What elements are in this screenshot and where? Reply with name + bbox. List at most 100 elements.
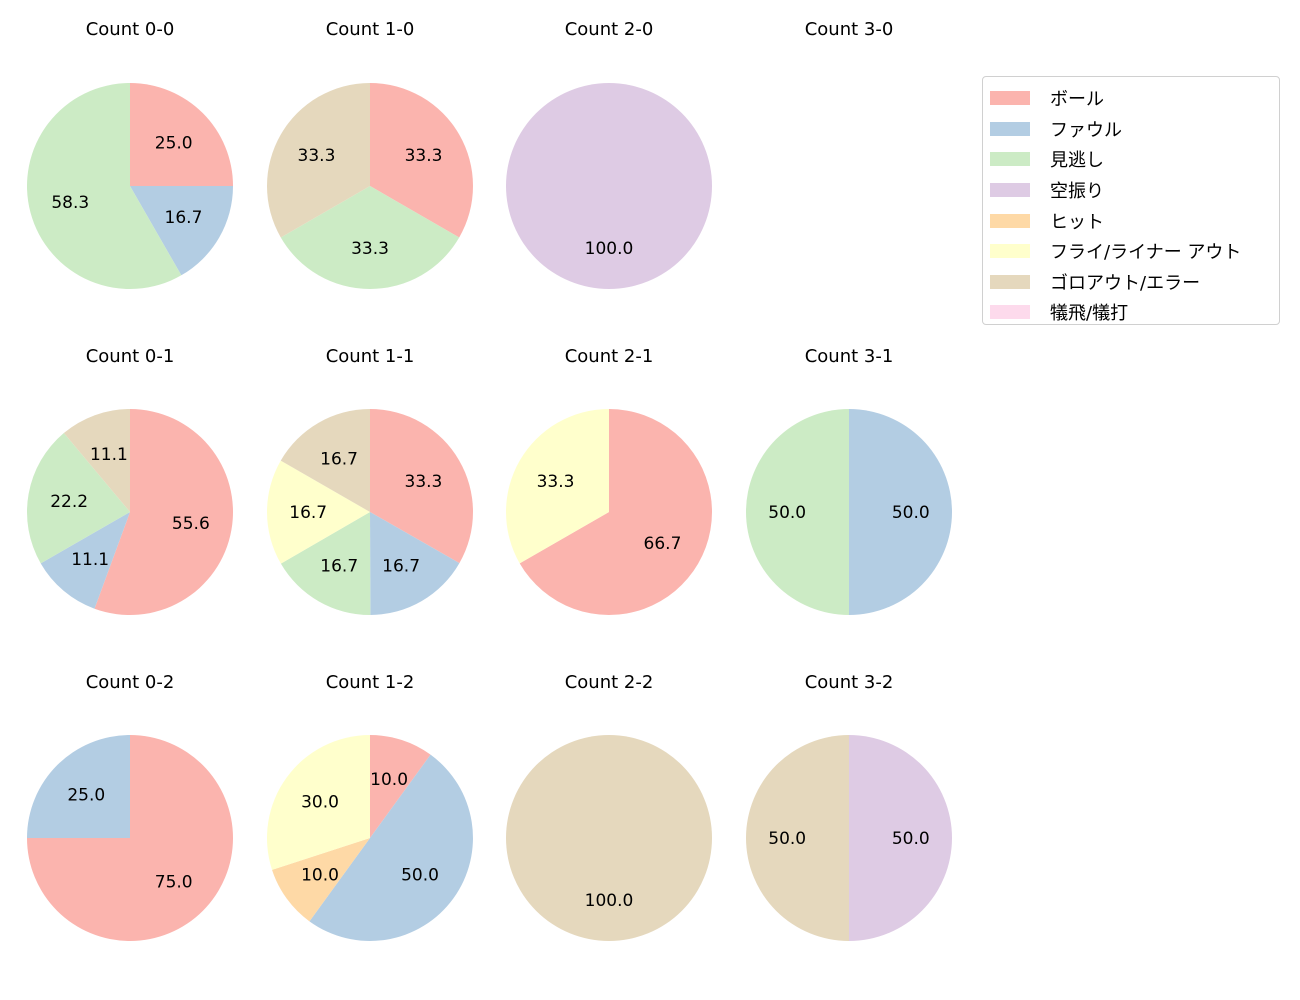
pie-count-1-2: Count 1-2 10.0 50.0 10.0 30.0	[266, 672, 473, 941]
legend-label: ボール	[1050, 89, 1104, 111]
pie-slice-2	[280, 186, 460, 290]
slice-label: 25.0	[155, 133, 193, 153]
legend-label: 犠飛/犠打	[1050, 303, 1129, 325]
pie-slice-2	[26, 433, 130, 564]
slice-label: 100.0	[585, 239, 634, 259]
legend-item: 犠飛/犠打	[990, 297, 1279, 328]
pie-title: Count 0-0	[86, 19, 175, 40]
pie-title: Count 1-1	[326, 346, 415, 367]
legend-swatch	[990, 244, 1030, 259]
pie-title: Count 1-0	[326, 19, 415, 40]
pie-slice-0	[370, 409, 473, 564]
pie-count-2-0: Count 2-0 100.0	[506, 19, 712, 289]
legend-item: フライ/ライナー アウト	[990, 236, 1279, 267]
slice-label: 33.3	[537, 472, 575, 492]
pie-slice-6	[506, 735, 712, 941]
pie-slice-5	[266, 460, 370, 564]
legend-item: ボール	[990, 83, 1279, 114]
pie-slice-3	[506, 83, 712, 289]
slice-label: 16.7	[165, 208, 203, 228]
pie-slice-1	[40, 512, 130, 609]
pie-title: Count 3-0	[805, 19, 894, 40]
legend-swatch	[990, 183, 1030, 198]
slice-label: 10.0	[301, 865, 339, 885]
pie-slice-5	[266, 735, 370, 870]
pie-count-0-1: Count 0-1 55.6 11.1 22.2 11.1	[26, 346, 234, 615]
pie-title: Count 2-0	[565, 19, 654, 40]
pie-slice-4	[272, 838, 370, 922]
pie-slice-0	[370, 735, 431, 838]
pie-slice-1	[309, 754, 473, 941]
legend-swatch	[990, 274, 1030, 289]
pie-title: Count 1-2	[326, 672, 415, 693]
pie-slice-0	[94, 409, 234, 615]
pie-count-3-1: Count 3-1 50.0 50.0	[746, 346, 952, 615]
slice-label: 16.7	[320, 557, 358, 577]
slice-label: 16.7	[320, 449, 358, 469]
slice-label: 50.0	[892, 829, 930, 849]
pie-title: Count 3-1	[805, 346, 894, 367]
slice-label: 55.6	[172, 514, 210, 534]
pie-slice-0	[370, 83, 473, 238]
slice-label: 66.7	[644, 534, 682, 554]
legend-label: フライ/ライナー アウト	[1050, 242, 1242, 264]
pie-slice-5	[506, 409, 609, 564]
legend-swatch	[990, 152, 1030, 167]
legend-label: 見逃し	[1050, 150, 1104, 172]
pie-count-3-0: Count 3-0	[805, 19, 894, 40]
pie-slice-3	[849, 735, 952, 941]
pie-slice-2	[746, 409, 849, 615]
slice-label: 25.0	[67, 785, 105, 805]
pie-slice-0	[519, 409, 712, 615]
legend-swatch	[990, 91, 1030, 106]
legend-item: 空振り	[990, 175, 1279, 206]
legend-label: 空振り	[1050, 181, 1104, 203]
slice-label: 50.0	[892, 503, 930, 523]
slice-label: 50.0	[401, 865, 439, 885]
slice-label: 16.7	[289, 503, 327, 523]
slice-label: 11.1	[71, 550, 109, 570]
legend-label: ゴロアウト/エラー	[1050, 272, 1201, 294]
slice-label: 58.3	[51, 193, 89, 213]
slice-label: 16.7	[382, 556, 420, 576]
slice-label: 50.0	[768, 503, 806, 523]
legend: ボールファウル見逃し空振りヒットフライ/ライナー アウト ゴロアウト/エラー 犠飛/…	[982, 76, 1280, 325]
pie-count-0-0: Count 0-0 25.0 16.7 58.3	[27, 19, 233, 289]
legend-label: ヒット	[1050, 211, 1104, 233]
legend-item: ゴロアウト/エラー	[990, 267, 1279, 298]
slice-label: 22.2	[50, 492, 88, 512]
pie-slice-6	[63, 409, 130, 512]
legend-item: ファウル	[990, 114, 1279, 145]
pie-title: Count 2-1	[565, 346, 654, 367]
pie-slice-1	[27, 735, 130, 838]
slice-label: 100.0	[585, 891, 634, 911]
slice-label: 50.0	[768, 829, 806, 849]
pie-slice-1	[370, 512, 460, 615]
slice-label: 33.3	[351, 239, 389, 259]
pie-count-1-0: Count 1-0 33.3 33.3 33.3	[266, 19, 473, 290]
pie-slice-2	[27, 83, 182, 289]
legend-item: ヒット	[990, 205, 1279, 236]
legend-label: ファウル	[1050, 119, 1122, 141]
pie-slice-6	[280, 409, 370, 512]
slice-label: 10.0	[370, 770, 408, 790]
pie-slice-2	[280, 512, 371, 616]
pie-title: Count 2-2	[565, 672, 654, 693]
pie-count-2-1: Count 2-1 66.7 33.3	[506, 346, 712, 615]
pie-slice-0	[130, 83, 233, 186]
pie-count-0-2: Count 0-2 75.0 25.0	[27, 672, 233, 941]
slice-label: 33.3	[405, 472, 443, 492]
pie-title: Count 0-2	[86, 672, 175, 693]
pie-slice-6	[746, 735, 849, 941]
slice-label: 11.1	[90, 445, 128, 465]
legend-item: 見逃し	[990, 144, 1279, 175]
pie-slice-1	[849, 409, 952, 615]
pie-slice-6	[266, 83, 370, 238]
legend-swatch	[990, 213, 1030, 228]
slice-label: 75.0	[155, 873, 193, 893]
legend-swatch	[990, 121, 1030, 136]
pie-title: Count 3-2	[805, 672, 894, 693]
pie-count-3-2: Count 3-2 50.0 50.0	[746, 672, 952, 941]
